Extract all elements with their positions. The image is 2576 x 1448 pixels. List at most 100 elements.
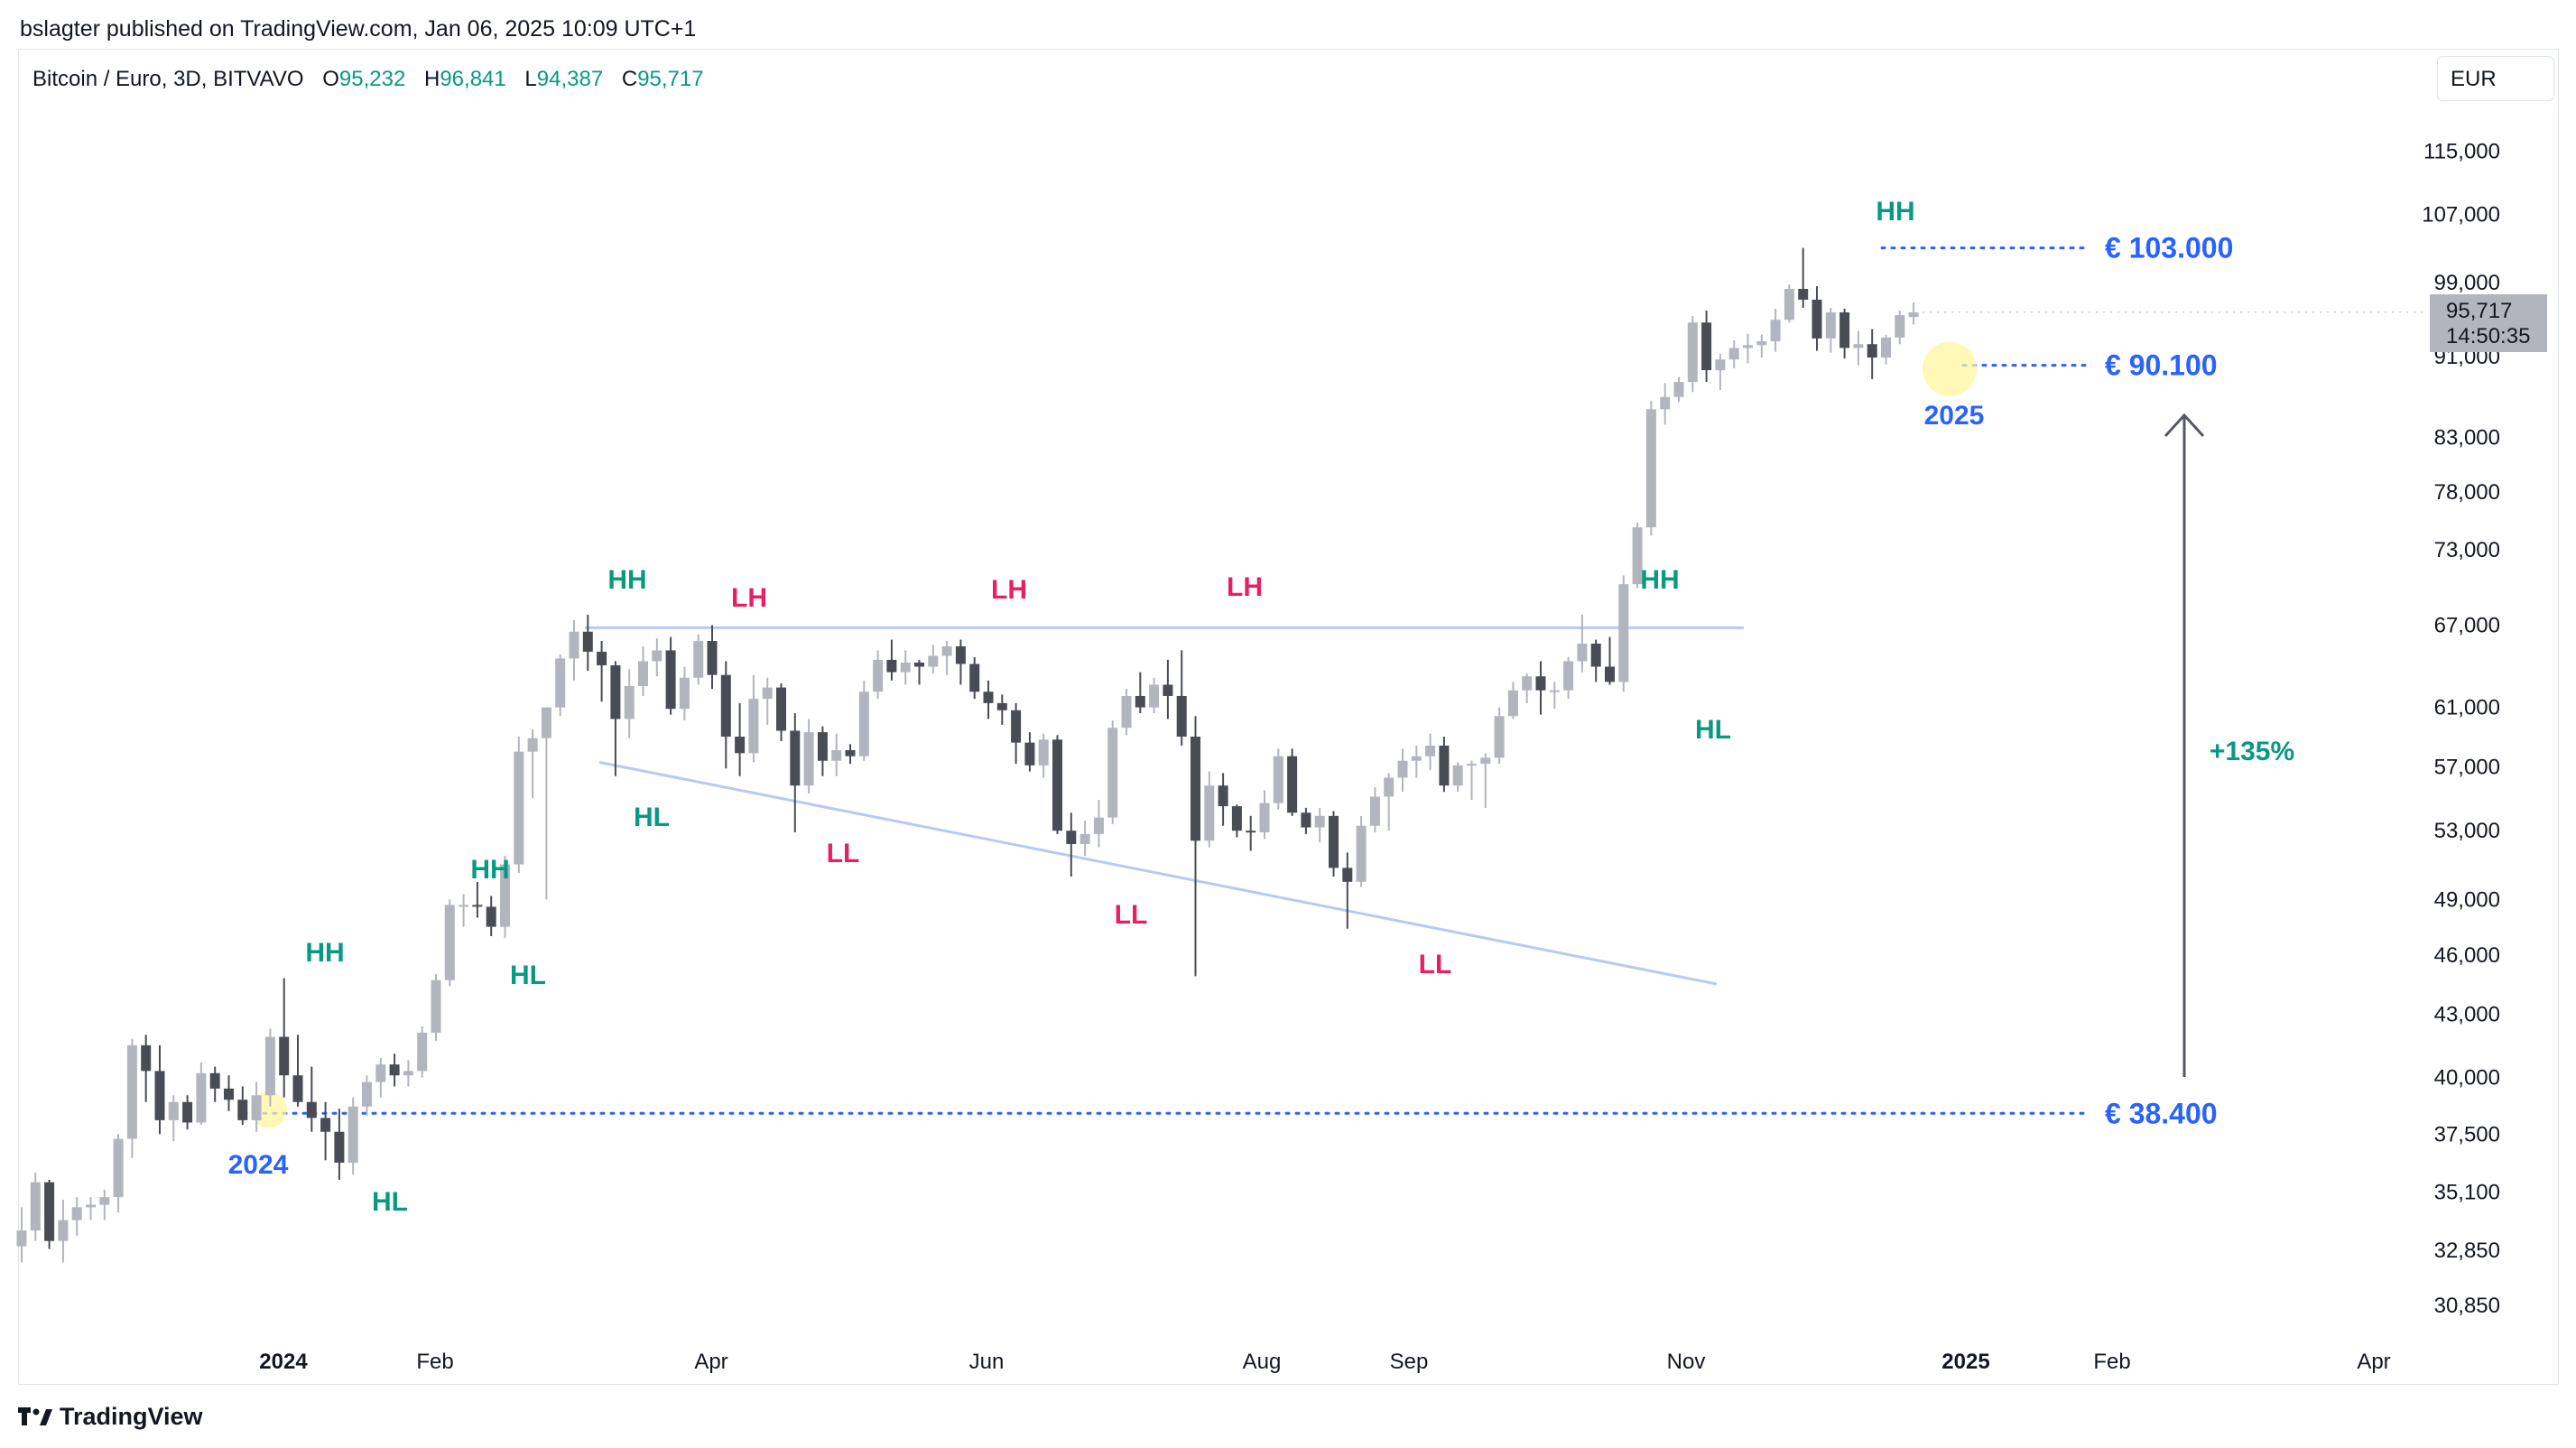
candle-body: [1329, 815, 1339, 868]
y-tick-label: 99,000: [2434, 271, 2500, 295]
candle-body: [1798, 289, 1809, 300]
candle-body: [969, 664, 980, 692]
y-tick-label: 30,850: [2434, 1294, 2500, 1318]
structure-label-red: LL: [1419, 950, 1452, 979]
candle-body: [1246, 831, 1256, 833]
candle-body: [1191, 737, 1200, 841]
y-tick-label: 53,000: [2434, 819, 2500, 843]
candle-body: [1563, 661, 1574, 691]
candle-body: [1812, 299, 1822, 339]
candle-body: [569, 631, 579, 659]
candle-body: [1895, 315, 1905, 338]
candle-body: [264, 1036, 275, 1096]
candle-body: [1397, 760, 1408, 778]
candle-body: [652, 650, 663, 662]
footer-brand[interactable]: TradingView: [18, 1403, 203, 1431]
candle-body: [514, 751, 524, 865]
candle-body: [1218, 785, 1228, 807]
gain-label: +135%: [2210, 737, 2294, 766]
candle-body: [1687, 322, 1698, 383]
candle-body: [582, 631, 593, 652]
candle-body: [1287, 756, 1298, 813]
structure-label-green: HL: [634, 803, 670, 832]
candle-body: [71, 1207, 82, 1221]
candle-body: [693, 641, 704, 678]
candle-body: [914, 662, 924, 667]
price-level-label: € 90.100: [2105, 349, 2218, 382]
candle-body: [955, 645, 966, 664]
candle-body: [224, 1088, 234, 1100]
gain-arrowhead-icon: [2164, 413, 2205, 438]
highlight-2025: [1923, 341, 1977, 396]
x-tick-label: Feb: [416, 1350, 453, 1374]
structure-label-red: LH: [731, 583, 767, 613]
candle-body: [431, 979, 441, 1033]
candle-body: [1439, 745, 1450, 786]
candle-body: [1342, 868, 1353, 882]
candle-body: [30, 1182, 41, 1231]
candle-body: [1052, 739, 1062, 831]
candle-body: [679, 677, 690, 710]
structure-label-green: HL: [372, 1187, 408, 1217]
candle-body: [403, 1071, 413, 1076]
candle-body: [113, 1138, 124, 1198]
x-tick-label: Jun: [969, 1350, 1005, 1374]
structure-label-green: HH: [305, 938, 344, 968]
candle-body: [638, 661, 648, 687]
x-tick-label: Aug: [1243, 1350, 1282, 1374]
publisher-line: bslagter published on TradingView.com, J…: [20, 16, 697, 42]
high-label: H: [423, 67, 440, 91]
candle-body: [1259, 803, 1270, 833]
structure-label-red: LL: [1115, 900, 1148, 930]
structure-label-green: HH: [1876, 197, 1914, 227]
candle-body: [168, 1101, 179, 1120]
candle-body: [320, 1118, 331, 1132]
candle-body: [762, 687, 773, 700]
currency-button[interactable]: EUR: [2437, 56, 2554, 101]
candle-body: [1590, 643, 1601, 667]
candle-body: [141, 1044, 152, 1072]
structure-label-green: HL: [510, 961, 546, 990]
price-badge-value: 95,717: [2446, 299, 2512, 323]
candle-body: [1660, 396, 1671, 410]
y-tick-label: 32,850: [2434, 1239, 2500, 1263]
year-label: 2025: [1924, 401, 1985, 431]
candle-body: [527, 738, 538, 752]
candle-body: [873, 659, 884, 692]
candle-body: [1522, 676, 1533, 691]
candle-body: [858, 692, 869, 756]
candle-body: [1770, 320, 1781, 342]
candle-body: [1452, 765, 1463, 786]
price-badge-timer: 14:50:35: [2446, 324, 2530, 348]
candle-body: [748, 699, 759, 754]
candle-body: [251, 1095, 262, 1120]
y-tick-label: 40,000: [2434, 1066, 2500, 1091]
candle-body: [292, 1075, 303, 1102]
candle-body: [541, 707, 551, 738]
candle-body: [1784, 289, 1794, 320]
y-tick-label: 46,000: [2434, 943, 2500, 968]
candle-body: [58, 1220, 69, 1241]
candle-body: [486, 906, 496, 927]
candle-body: [1356, 825, 1367, 882]
symbol-legend: Bitcoin / Euro, 3D, BITVAVO O95,232 H96,…: [32, 67, 704, 92]
y-tick-label: 107,000: [2422, 203, 2500, 227]
candle-body: [845, 749, 856, 756]
candle-body: [1728, 348, 1739, 360]
candle-body: [1908, 312, 1919, 318]
support-trendline: [598, 760, 1718, 986]
candle-body: [790, 730, 801, 786]
symbol-title[interactable]: Bitcoin / Euro, 3D, BITVAVO: [32, 67, 304, 91]
candle-body: [1176, 695, 1187, 738]
price-badge: [2430, 294, 2547, 352]
y-tick-label: 61,000: [2434, 696, 2500, 720]
candle-body: [983, 692, 994, 703]
footer-brand-label: TradingView: [60, 1403, 203, 1430]
y-tick-label: 57,000: [2434, 756, 2500, 780]
candle-body: [1577, 643, 1588, 662]
candle-body: [1369, 796, 1380, 826]
candle-body: [597, 651, 607, 665]
candle-body: [1301, 812, 1311, 828]
candle-body: [735, 737, 746, 754]
